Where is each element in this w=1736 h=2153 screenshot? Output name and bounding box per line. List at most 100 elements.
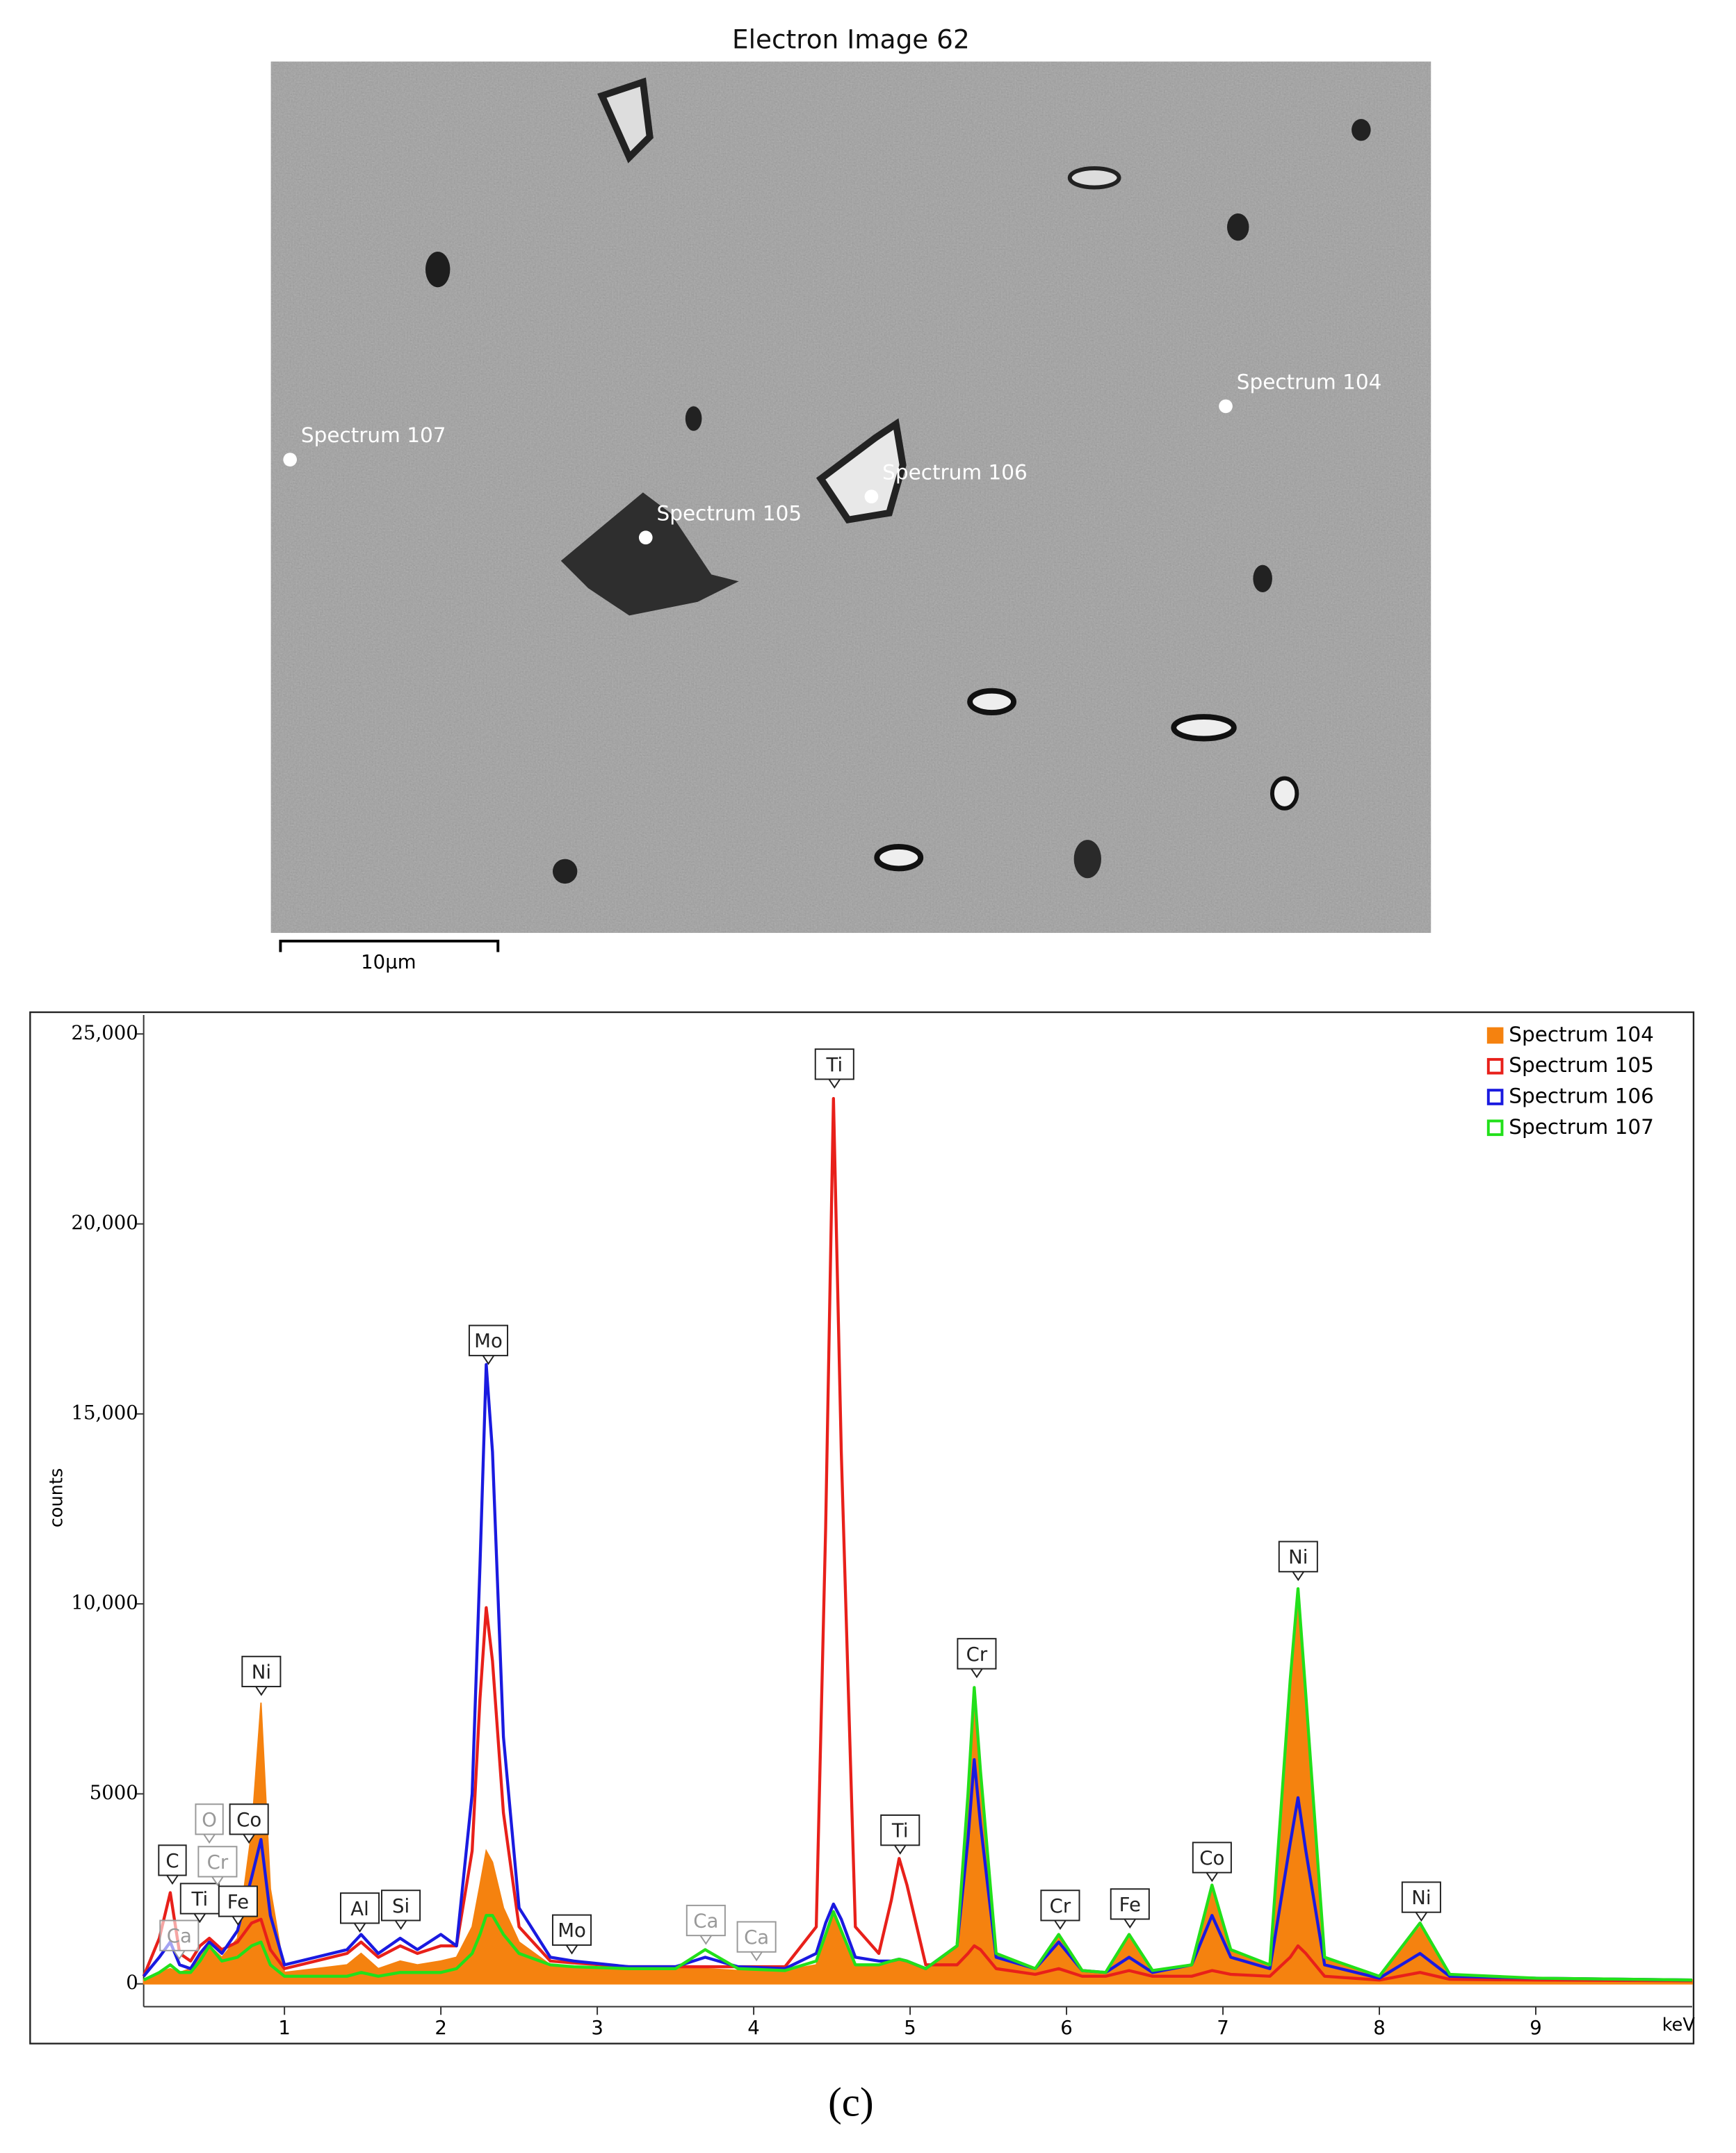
annotation: Ti (891, 1820, 909, 1842)
legend-swatch (1486, 1089, 1504, 1105)
spectrum-spot (864, 489, 879, 504)
legend-swatch (1486, 1119, 1504, 1137)
spectrum-spot (1219, 399, 1233, 414)
annotation: Co (236, 1809, 261, 1831)
annotation-pointer (894, 1844, 907, 1855)
spectrum-label: Spectrum 105 (657, 501, 802, 525)
annotation-box (229, 1803, 269, 1835)
legend-label: Spectrum 105 (1509, 1053, 1654, 1077)
x-tick-label: 2 (435, 2017, 447, 2039)
annotation: Mo (474, 1330, 503, 1352)
pore (1226, 213, 1249, 241)
annotation-pointer (565, 1944, 578, 1955)
y-tick-label: 25,000 (71, 1022, 138, 1044)
legend-label: Spectrum 107 (1509, 1115, 1654, 1139)
annotation: C (165, 1850, 179, 1872)
particle (597, 77, 654, 163)
particle (816, 418, 907, 524)
spectrum-label: Spectrum 106 (882, 460, 1028, 484)
annotation-pointer (482, 1355, 495, 1365)
annotation-box (880, 1814, 920, 1846)
annotation-pointer (243, 1834, 255, 1844)
annotation: Ca (693, 1910, 718, 1932)
annotation-box (551, 1914, 592, 1946)
annotation: Ti (191, 1888, 209, 1910)
pore (425, 252, 451, 288)
pore (685, 406, 702, 431)
annotation-pointer (1415, 1912, 1428, 1922)
annotation-box (159, 1919, 200, 1951)
particle (967, 688, 1016, 716)
annotation-pointer (1123, 1918, 1136, 1929)
annotation-pointer (828, 1078, 841, 1089)
spectrum-line (142, 1097, 1692, 1983)
particle (1067, 166, 1121, 190)
annotation-pointer (203, 1834, 216, 1844)
y-tick-label: 10,000 (71, 1592, 138, 1614)
spectrum-label: Spectrum 104 (1237, 370, 1382, 393)
pore (1253, 564, 1272, 592)
annotation: Ni (1288, 1546, 1308, 1568)
legend-swatch (1486, 1057, 1504, 1075)
annotation-box (340, 1892, 380, 1924)
annotation-pointer (394, 1919, 407, 1931)
scale-bar: 10µm (279, 939, 500, 973)
annotation-box (814, 1048, 854, 1080)
annotation-box (1110, 1888, 1150, 1920)
pore (1073, 840, 1101, 879)
annotation: Fe (1119, 1894, 1141, 1916)
annotation: Ca (167, 1925, 192, 1947)
x-tick-label: 1 (278, 2017, 291, 2039)
annotation-box (1192, 1842, 1232, 1874)
annotation-box (381, 1890, 421, 1922)
annotation: Ca (744, 1926, 769, 1949)
annotation-pointer (232, 1916, 245, 1926)
x-tick-label: 6 (1060, 2017, 1073, 2039)
scale-bar-label: 10µm (361, 951, 416, 973)
spectrum-spot (638, 530, 653, 545)
annotation-pointer (173, 1950, 186, 1960)
annotation-box (686, 1904, 726, 1937)
annotation: Mo (558, 1919, 586, 1942)
legend-swatch (1486, 1027, 1504, 1044)
annotation: O (202, 1809, 217, 1831)
x-axis-label: keV (1662, 2015, 1696, 2036)
caption: (c) (828, 2079, 874, 2125)
annotation: Ni (1411, 1887, 1431, 1909)
y-tick-label: 5000 (90, 1782, 138, 1804)
annotation-pointer (971, 1668, 983, 1679)
particle (874, 844, 924, 872)
y-tick-label: 0 (126, 1972, 138, 1994)
annotation: Cr (966, 1643, 988, 1666)
image-title: Electron Image 62 (732, 24, 970, 55)
x-tick-label: 9 (1530, 2017, 1542, 2039)
pore (1352, 119, 1371, 141)
annotation: Cr (1050, 1895, 1071, 1917)
electron-image (270, 61, 1431, 933)
particle (1171, 714, 1237, 742)
annotation-box (1278, 1541, 1318, 1573)
annotation: Fe (227, 1891, 249, 1913)
annotation-box (736, 1921, 777, 1953)
spectrum-spot (283, 453, 298, 466)
annotation-pointer (166, 1875, 179, 1885)
annotation-pointer (353, 1922, 366, 1933)
annotation-box (957, 1638, 997, 1670)
annotation-pointer (750, 1951, 763, 1962)
annotation-box (179, 1883, 220, 1915)
annotation-box (1401, 1881, 1441, 1913)
x-tick-label: 7 (1217, 2017, 1229, 2039)
annotation: Cr (207, 1851, 229, 1874)
x-tick-label: 3 (591, 2017, 603, 2039)
annotation-box (195, 1803, 224, 1835)
annotation-pointer (699, 1935, 713, 1945)
annotation-pointer (1054, 1919, 1066, 1931)
annotation-pointer (1292, 1571, 1304, 1582)
spectrum-label: Spectrum 107 (301, 423, 446, 447)
spectrum-line (142, 1363, 1693, 1982)
x-tick-label: 8 (1373, 2017, 1386, 2039)
particle (1269, 776, 1299, 811)
y-tick-label: 20,000 (71, 1212, 138, 1234)
